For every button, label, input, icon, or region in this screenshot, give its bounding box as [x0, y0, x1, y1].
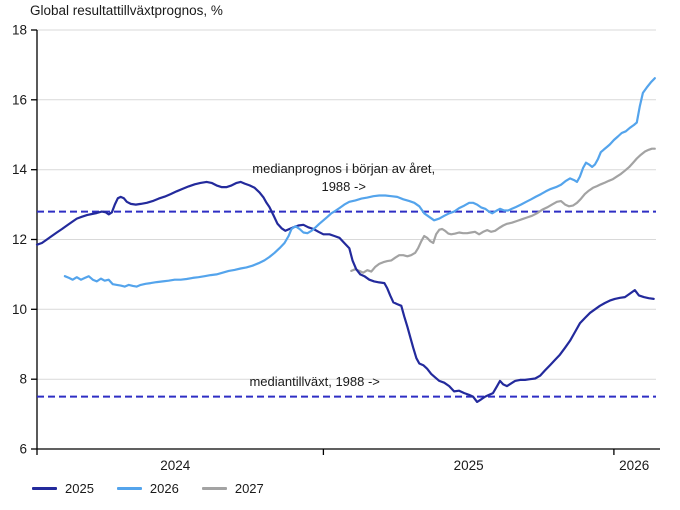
chart-title: Global resultattillväxtprognos, %	[30, 3, 223, 18]
y-tick-label-14: 14	[12, 162, 28, 177]
x-tick-label-2025: 2025	[454, 458, 484, 473]
legend-label-2025: 2025	[65, 481, 94, 496]
annotation-0-line-0: medianprognos i början av året,	[252, 161, 435, 176]
series-2025-line	[35, 180, 655, 403]
y-tick-label-8: 8	[19, 372, 27, 387]
legend-swatch-2027	[201, 487, 227, 490]
y-tick-label-10: 10	[12, 302, 27, 317]
legend-item-2027: 2027	[201, 481, 264, 496]
legend: 2025 2026 2027	[32, 481, 287, 496]
series-2027-line	[350, 147, 656, 274]
series-2026-line	[63, 77, 656, 288]
legend-label-2027: 2027	[234, 481, 264, 496]
legend-label-2026: 2026	[149, 481, 179, 496]
y-tick-label-16: 16	[12, 92, 27, 107]
x-tick-label-2026: 2026	[619, 458, 649, 473]
legend-swatch-2025	[32, 487, 57, 490]
y-tick-label-18: 18	[12, 23, 27, 38]
legend-item-2026: 2026	[116, 481, 179, 496]
annotation-0-line-1: 1988 ->	[321, 179, 365, 194]
y-tick-label-6: 6	[19, 442, 27, 457]
x-tick-label-2024: 2024	[160, 458, 191, 473]
legend-swatch-2026	[116, 487, 142, 490]
legend-item-2025: 2025	[32, 481, 94, 496]
annotation-1-line-0: mediantillväxt, 1988 ->	[249, 374, 379, 389]
y-tick-label-12: 12	[12, 232, 27, 247]
